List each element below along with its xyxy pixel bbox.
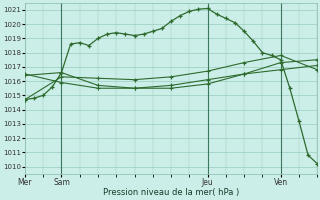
X-axis label: Pression niveau de la mer( hPa ): Pression niveau de la mer( hPa ) xyxy=(103,188,239,197)
